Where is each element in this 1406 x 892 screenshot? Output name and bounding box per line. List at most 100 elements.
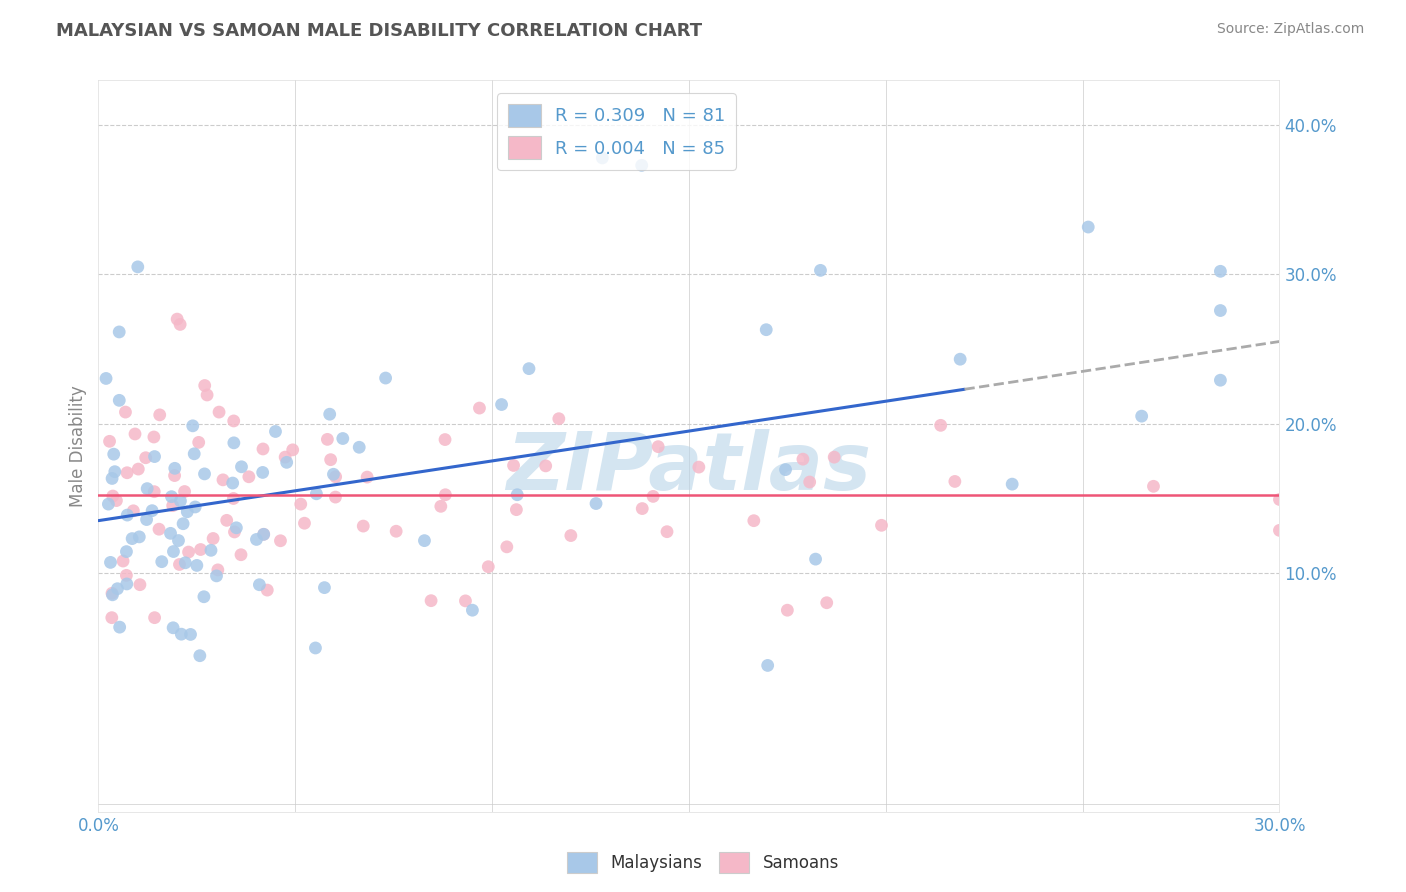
Point [1001, 477, 1024, 491]
Point [356, 470, 378, 484]
Point [148, 522, 170, 536]
Point [101, 588, 124, 602]
Point [413, 533, 436, 548]
Point [100, 555, 122, 569]
Point [115, 544, 138, 558]
Point [316, 433, 339, 447]
Point [591, 151, 613, 165]
Point [253, 527, 276, 541]
Point [1130, 409, 1153, 424]
Point [117, 508, 139, 522]
Point [322, 467, 344, 482]
Point [304, 640, 326, 655]
Point [173, 484, 195, 499]
Point [224, 524, 246, 539]
Point [159, 526, 181, 541]
Point [1268, 524, 1291, 538]
Point [187, 435, 209, 450]
Point [804, 552, 827, 566]
Point [238, 469, 260, 483]
Point [290, 497, 312, 511]
Point [180, 627, 202, 641]
Point [420, 593, 443, 607]
Point [585, 497, 607, 511]
Point [190, 542, 212, 557]
Point [325, 470, 347, 484]
Point [194, 378, 217, 392]
Point [225, 521, 247, 535]
Point [169, 558, 191, 572]
Point [870, 518, 893, 533]
Point [630, 158, 652, 172]
Point [1268, 492, 1291, 507]
Point [647, 440, 669, 454]
Point [943, 475, 966, 489]
Point [294, 516, 316, 531]
Point [97, 497, 120, 511]
Point [184, 500, 207, 514]
Point [127, 260, 149, 274]
Point [212, 473, 235, 487]
Point [200, 543, 222, 558]
Point [108, 393, 131, 408]
Point [229, 548, 252, 562]
Point [256, 583, 278, 598]
Point [186, 558, 208, 573]
Point [188, 648, 211, 663]
Point [231, 459, 253, 474]
Point [205, 569, 228, 583]
Point [135, 512, 157, 526]
Point [101, 610, 124, 624]
Point [122, 504, 145, 518]
Point [135, 450, 157, 465]
Point [434, 488, 457, 502]
Point [688, 460, 710, 475]
Point [434, 433, 457, 447]
Point [281, 442, 304, 457]
Point [98, 434, 121, 449]
Point [115, 577, 138, 591]
Point [314, 581, 336, 595]
Point [319, 452, 342, 467]
Point [756, 658, 779, 673]
Point [128, 530, 150, 544]
Point [547, 411, 569, 425]
Point [108, 620, 131, 634]
Point [560, 528, 582, 542]
Point [468, 401, 491, 415]
Point [269, 533, 291, 548]
Point [305, 487, 328, 501]
Point [107, 582, 129, 596]
Point [799, 475, 821, 489]
Text: ZIPatlas: ZIPatlas [506, 429, 872, 507]
Point [143, 610, 166, 624]
Point [94, 371, 117, 385]
Point [208, 405, 231, 419]
Point [207, 563, 229, 577]
Point [183, 447, 205, 461]
Point [167, 533, 190, 548]
Point [169, 494, 191, 508]
Point [929, 418, 952, 433]
Point [142, 430, 165, 444]
Point [143, 450, 166, 464]
Point [1209, 303, 1232, 318]
Point [949, 352, 972, 367]
Point [124, 427, 146, 442]
Point [222, 414, 245, 428]
Point [101, 489, 124, 503]
Point [121, 532, 143, 546]
Text: Source: ZipAtlas.com: Source: ZipAtlas.com [1216, 22, 1364, 37]
Point [1209, 373, 1232, 387]
Point [143, 484, 166, 499]
Point [136, 482, 159, 496]
Point [1077, 220, 1099, 235]
Text: MALAYSIAN VS SAMOAN MALE DISABILITY CORRELATION CHART: MALAYSIAN VS SAMOAN MALE DISABILITY CORR… [56, 22, 703, 40]
Point [127, 462, 149, 476]
Point [385, 524, 408, 539]
Point [150, 555, 173, 569]
Point [775, 462, 797, 476]
Point [823, 450, 845, 465]
Point [112, 554, 135, 568]
Point [1142, 479, 1164, 493]
